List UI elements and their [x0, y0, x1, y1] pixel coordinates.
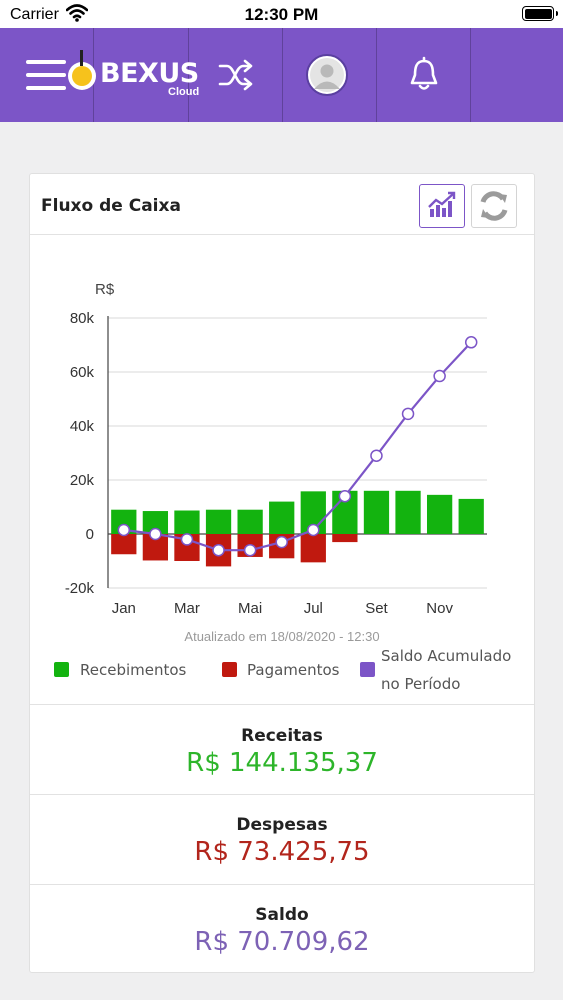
card-divider: [30, 234, 534, 235]
bar-pagamentos: [111, 534, 137, 555]
card-divider: [30, 884, 534, 885]
despesas-value: R$ 73.425,75: [194, 837, 370, 867]
saldo-point: [433, 369, 446, 383]
saldo-value: R$ 70.709,62: [194, 927, 370, 957]
app-header: BEXUS Cloud: [0, 28, 563, 122]
saldo-point: [307, 523, 320, 537]
header-separator: [470, 28, 471, 122]
saldo-label: Saldo: [255, 905, 309, 925]
cash-flow-chart: R$ -20k 0 20k 40k 60k 80k Jan Mar Mai Jul Set Nov: [65, 281, 487, 617]
receitas-value: R$ 144.135,37: [186, 748, 378, 778]
bar-recebimentos: [395, 490, 421, 534]
x-tick-label: Mai: [238, 600, 262, 617]
legend-saldo[interactable]: Saldo Acumulado no Período: [381, 647, 512, 693]
y-tick-label: 40k: [70, 418, 95, 435]
bar-recebimentos: [237, 509, 263, 534]
chart-line-icon: [428, 191, 456, 217]
y-tick-label: 20k: [70, 472, 95, 489]
saldo-point: [275, 535, 288, 549]
card-divider: [30, 704, 534, 705]
status-bar: Carrier 12:30 PM: [0, 0, 563, 28]
cash-flow-card: Fluxo de Caixa R$ -20k 0 20k 40k 60k 80k Jan Mar…: [29, 173, 535, 973]
summary-receitas: Receitas R$ 144.135,37: [30, 726, 534, 778]
legend-swatch-saldo: [360, 662, 375, 677]
bar-recebimentos: [426, 494, 453, 534]
chart-view-button[interactable]: [419, 184, 465, 228]
bar-recebimentos: [269, 501, 295, 534]
card-divider: [30, 794, 534, 795]
logo-text: BEXUS: [100, 58, 199, 89]
bar-pagamentos: [300, 534, 326, 563]
y-tick-label: 80k: [70, 310, 95, 327]
battery-icon: [522, 6, 558, 21]
y-axis-label: R$: [95, 281, 115, 298]
legend-swatch-recebimentos: [54, 662, 69, 677]
x-tick-label: Nov: [426, 600, 453, 617]
x-tick-label: Mar: [174, 600, 200, 617]
summary-despesas: Despesas R$ 73.425,75: [30, 815, 534, 867]
saldo-point: [180, 533, 194, 546]
saldo-point: [117, 523, 131, 537]
x-tick-label: Set: [365, 600, 388, 617]
carrier-label: Carrier: [10, 6, 59, 23]
lightbulb-icon: [68, 50, 96, 90]
card-title: Fluxo de Caixa: [41, 196, 181, 216]
x-tick-label: Jul: [304, 600, 323, 617]
logo-subtitle: Cloud: [168, 86, 200, 98]
x-tick-label: Jan: [112, 600, 136, 617]
saldo-point: [338, 489, 352, 503]
saldo-point: [149, 527, 162, 541]
bar-recebimentos: [142, 511, 169, 534]
legend-pagamentos[interactable]: Pagamentos: [247, 661, 340, 679]
refresh-button[interactable]: [471, 184, 517, 228]
user-icon: [310, 58, 344, 92]
bar-recebimentos: [458, 498, 484, 534]
wifi-icon: [66, 4, 88, 22]
header-separator: [188, 28, 189, 122]
despesas-label: Despesas: [236, 815, 328, 835]
user-avatar[interactable]: [306, 54, 348, 96]
bexus-logo: BEXUS Cloud: [68, 50, 218, 100]
bell-icon[interactable]: [404, 56, 444, 94]
shuffle-icon[interactable]: [216, 56, 256, 94]
y-tick-label: -20k: [65, 580, 95, 597]
header-separator: [376, 28, 377, 122]
saldo-point: [243, 543, 257, 557]
legend-swatch-pagamentos: [222, 662, 237, 677]
summary-saldo: Saldo R$ 70.709,62: [30, 905, 534, 957]
bar-recebimentos: [363, 490, 390, 534]
saldo-point: [370, 449, 383, 462]
legend-recebimentos[interactable]: Recebimentos: [80, 661, 187, 679]
receitas-label: Receitas: [241, 726, 323, 746]
saldo-point: [401, 407, 415, 421]
bar-recebimentos: [205, 509, 232, 534]
bar-recebimentos: [174, 510, 200, 534]
saldo-point: [464, 336, 478, 349]
y-tick-label: 60k: [70, 364, 95, 381]
saldo-point: [212, 543, 225, 557]
clock: 12:30 PM: [244, 5, 319, 24]
header-separator: [282, 28, 283, 122]
menu-icon[interactable]: [26, 60, 68, 90]
updated-timestamp: Atualizado em 18/08/2020 - 12:30: [184, 629, 380, 644]
bar-pagamentos: [332, 534, 358, 543]
y-tick-label: 0: [86, 526, 94, 543]
refresh-icon: [480, 191, 508, 221]
